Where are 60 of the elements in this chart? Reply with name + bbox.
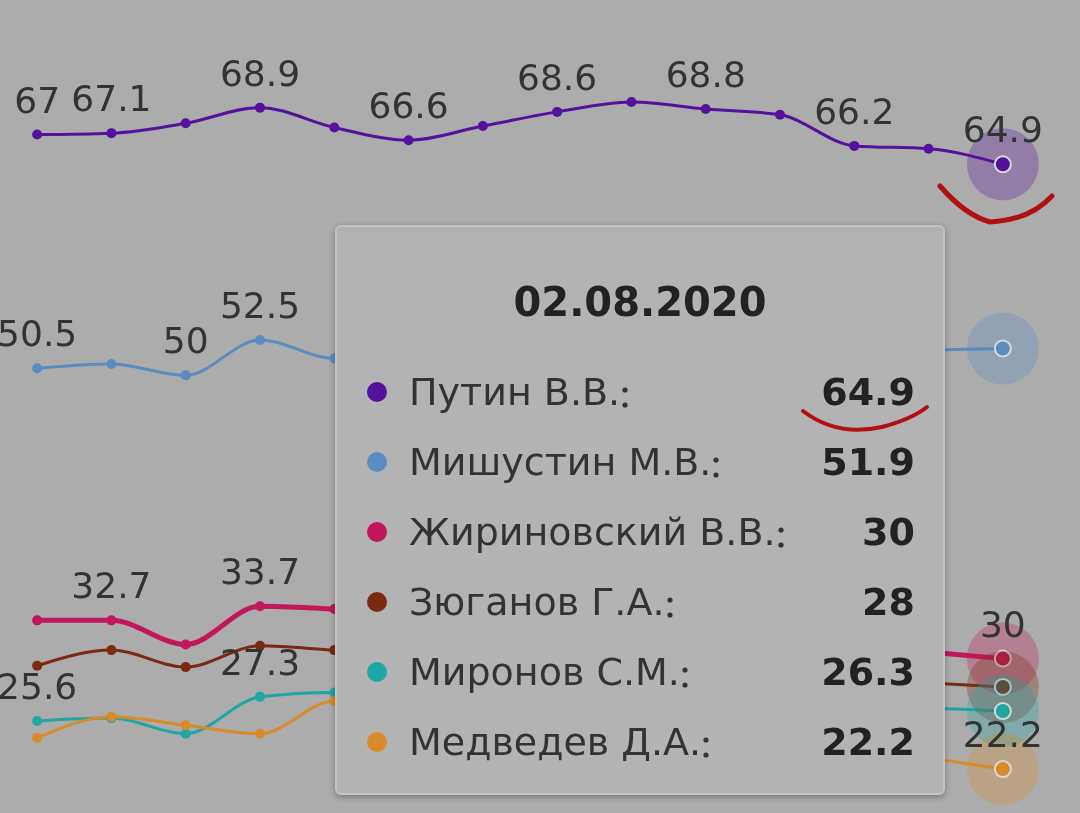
- category-label: Медведев Д.А.: [409, 720, 702, 764]
- data-label: 28: [862, 580, 915, 624]
- text: 02.08.2020: [512, 279, 768, 325]
- data-label: 22.2: [821, 720, 915, 764]
- point: [700, 104, 711, 115]
- point: [849, 140, 860, 151]
- point: [255, 728, 265, 739]
- data-label: 50.5: [0, 313, 78, 355]
- data-label: 27.3: [219, 641, 301, 683]
- point: [403, 135, 414, 146]
- point: [775, 109, 785, 120]
- category-label: Мишустин М.В.: [409, 440, 712, 484]
- point: [32, 732, 43, 743]
- category-label: Жириновский В.В.: [409, 510, 776, 554]
- point: [32, 715, 43, 726]
- point: [477, 121, 488, 132]
- point: [180, 720, 191, 731]
- data-label: 50: [162, 320, 209, 362]
- point: [32, 615, 43, 626]
- data-label: 33.7: [219, 551, 301, 593]
- point: [255, 601, 265, 612]
- data-label: 66.6: [368, 85, 449, 127]
- point: [106, 128, 117, 139]
- point: [106, 359, 117, 370]
- data-label: 64.9: [962, 109, 1043, 151]
- point: [255, 334, 265, 345]
- point: [180, 370, 191, 381]
- data-label: 52.5: [219, 284, 301, 326]
- point: [106, 615, 117, 626]
- point: [329, 122, 340, 133]
- point: [180, 639, 191, 650]
- data-label: 67: [14, 79, 61, 121]
- data-label: 68.9: [219, 52, 301, 94]
- point: [180, 118, 191, 129]
- data-label: 64.9: [821, 370, 915, 414]
- data-label: 26.3: [821, 650, 915, 694]
- point: [255, 102, 265, 113]
- category-label: Миронов С.М.: [409, 650, 680, 694]
- point: [32, 660, 43, 671]
- data-label: 30: [979, 603, 1026, 645]
- point: [626, 96, 637, 107]
- point: [180, 728, 191, 739]
- data-label: 51.9: [821, 440, 915, 484]
- data-label: 25.6: [0, 665, 78, 707]
- point: [255, 691, 265, 702]
- point: [106, 645, 117, 656]
- data-label: 22.2: [962, 714, 1043, 756]
- data-label: 68.8: [665, 54, 746, 96]
- data-label: 32.7: [71, 565, 152, 607]
- data-label: 66.2: [814, 90, 895, 132]
- point: [552, 106, 563, 117]
- data-label: 30: [862, 510, 915, 554]
- category-label: Путин В.В.: [409, 370, 621, 414]
- category-label: Зюганов Г.А.: [409, 580, 665, 624]
- point: [32, 363, 43, 374]
- point: [923, 143, 934, 154]
- point: [180, 662, 191, 673]
- point: [32, 129, 43, 140]
- data-label: 67.1: [71, 78, 152, 120]
- data-label: 68.6: [517, 56, 598, 98]
